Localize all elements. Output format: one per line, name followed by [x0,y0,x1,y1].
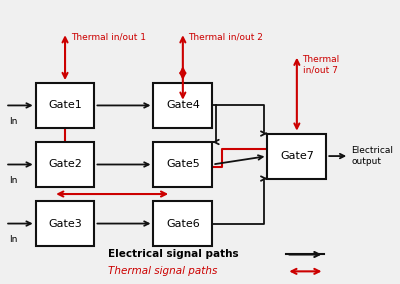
FancyBboxPatch shape [36,142,94,187]
FancyBboxPatch shape [153,142,212,187]
FancyBboxPatch shape [153,201,212,246]
Text: Gate7: Gate7 [280,151,314,161]
Text: Gate1: Gate1 [48,101,82,110]
Text: Thermal in/out 1: Thermal in/out 1 [71,32,146,41]
Text: Thermal in/out 2: Thermal in/out 2 [188,32,264,41]
Text: In: In [9,176,17,185]
FancyBboxPatch shape [36,201,94,246]
Text: Electrical signal paths: Electrical signal paths [108,249,238,260]
Text: Gate4: Gate4 [166,101,200,110]
FancyBboxPatch shape [36,83,94,128]
Text: Gate5: Gate5 [166,160,200,170]
Text: Electrical
output: Electrical output [351,146,393,166]
FancyBboxPatch shape [268,133,326,179]
FancyBboxPatch shape [153,83,212,128]
Text: Gate3: Gate3 [48,219,82,229]
Text: Gate6: Gate6 [166,219,200,229]
Text: In: In [9,235,17,244]
Text: Thermal
in/out 7: Thermal in/out 7 [302,55,340,74]
Text: Thermal signal paths: Thermal signal paths [108,266,217,276]
Text: In: In [9,117,17,126]
Text: Gate2: Gate2 [48,160,82,170]
